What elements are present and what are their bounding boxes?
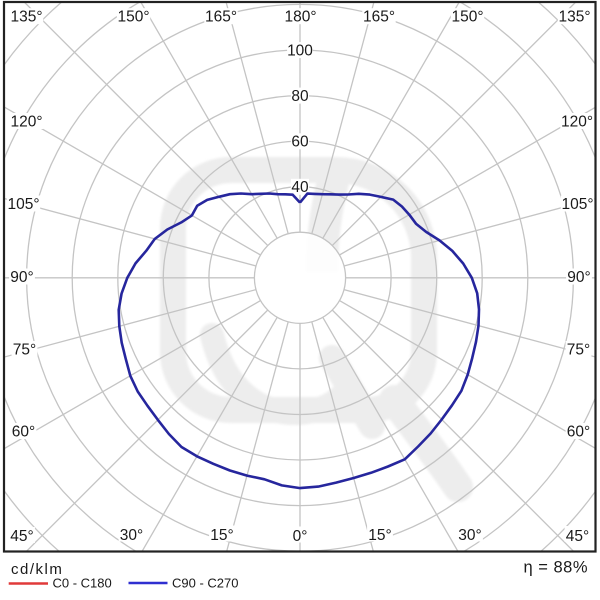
svg-text:165°: 165° <box>205 9 237 26</box>
svg-text:30°: 30° <box>458 527 481 544</box>
svg-text:0°: 0° <box>293 528 308 545</box>
svg-text:120°: 120° <box>561 113 593 130</box>
svg-text:75°: 75° <box>567 341 590 358</box>
svg-text:C90 - C270: C90 - C270 <box>172 576 238 591</box>
svg-text:60°: 60° <box>12 423 35 440</box>
svg-text:100: 100 <box>287 42 313 59</box>
svg-text:120°: 120° <box>10 113 42 130</box>
svg-text:C0 - C180: C0 - C180 <box>53 576 112 591</box>
svg-text:15°: 15° <box>210 527 233 544</box>
svg-text:135°: 135° <box>558 9 590 26</box>
svg-text:90°: 90° <box>10 269 33 286</box>
svg-text:30°: 30° <box>120 527 143 544</box>
svg-text:135°: 135° <box>10 9 42 26</box>
svg-text:60°: 60° <box>567 423 590 440</box>
svg-text:60: 60 <box>291 134 309 151</box>
svg-text:cd/klm: cd/klm <box>11 561 63 578</box>
svg-text:75°: 75° <box>13 341 36 358</box>
svg-text:150°: 150° <box>451 9 483 26</box>
svg-text:105°: 105° <box>7 196 39 213</box>
svg-text:105°: 105° <box>561 196 593 213</box>
svg-text:80: 80 <box>291 88 309 105</box>
svg-text:165°: 165° <box>363 9 395 26</box>
svg-text:180°: 180° <box>284 9 316 26</box>
svg-text:η = 88%: η = 88% <box>523 559 588 577</box>
svg-text:40: 40 <box>291 179 309 196</box>
svg-text:15°: 15° <box>368 527 391 544</box>
svg-text:45°: 45° <box>566 528 589 545</box>
svg-text:45°: 45° <box>10 528 33 545</box>
svg-text:90°: 90° <box>567 269 590 286</box>
svg-text:150°: 150° <box>117 9 149 26</box>
